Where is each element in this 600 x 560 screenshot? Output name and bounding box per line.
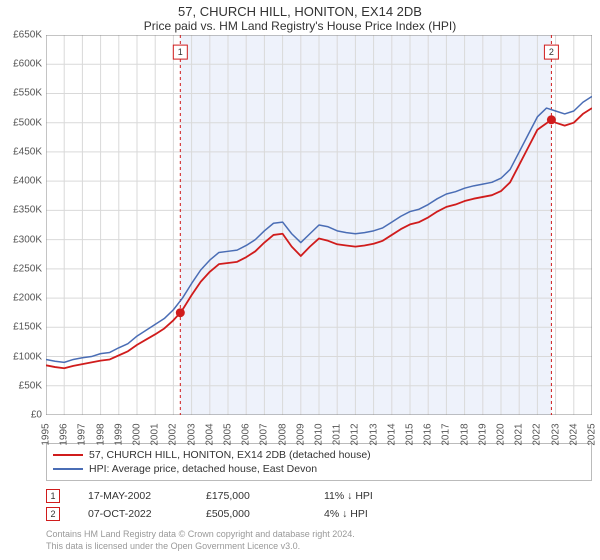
legend-item: HPI: Average price, detached house, East… [53, 462, 585, 476]
x-axis-label: 2023 [550, 423, 561, 445]
x-axis-label: 2025 [587, 423, 598, 445]
x-axis-label: 1999 [113, 423, 124, 445]
transaction-price: £505,000 [206, 508, 296, 520]
y-axis-label: £0 [31, 410, 46, 421]
x-axis-label: 2021 [514, 423, 525, 445]
transaction-delta: 4% ↓ HPI [324, 508, 414, 520]
legend-swatch [53, 468, 83, 470]
chart-container: 57, CHURCH HILL, HONITON, EX14 2DB Price… [0, 0, 600, 560]
x-axis-label: 1995 [41, 423, 52, 445]
y-axis-label: £150K [13, 322, 46, 333]
y-axis-label: £500K [13, 117, 46, 128]
x-axis-label: 1997 [77, 423, 88, 445]
y-axis-label: £600K [13, 59, 46, 70]
attribution-footer: Contains HM Land Registry data © Crown c… [46, 529, 592, 552]
x-axis-label: 2000 [132, 423, 143, 445]
x-axis-label: 1998 [95, 423, 106, 445]
x-axis-label: 2012 [350, 423, 361, 445]
x-axis-label: 2011 [332, 424, 343, 446]
footer-line-1: Contains HM Land Registry data © Crown c… [46, 529, 592, 541]
x-axis-label: 2019 [477, 423, 488, 445]
transaction-row: 2 07-OCT-2022 £505,000 4% ↓ HPI [46, 505, 592, 523]
x-axis-label: 2020 [496, 423, 507, 445]
x-axis-label: 2002 [168, 423, 179, 445]
x-axis-label: 2003 [186, 423, 197, 445]
legend-box: 57, CHURCH HILL, HONITON, EX14 2DB (deta… [46, 443, 592, 481]
x-axis-label: 2008 [277, 423, 288, 445]
y-axis-label: £550K [13, 88, 46, 99]
plot-area: 12 £0£50K£100K£150K£200K£250K£300K£350K£… [46, 35, 592, 415]
chart-title: 57, CHURCH HILL, HONITON, EX14 2DB [0, 0, 600, 19]
y-axis-label: £450K [13, 146, 46, 157]
y-axis-label: £400K [13, 176, 46, 187]
chart-subtitle: Price paid vs. HM Land Registry's House … [0, 19, 600, 35]
x-axis-label: 2024 [568, 423, 579, 445]
legend-item: 57, CHURCH HILL, HONITON, EX14 2DB (deta… [53, 448, 585, 462]
legend-label: HPI: Average price, detached house, East… [89, 463, 317, 475]
y-axis-label: £50K [19, 380, 46, 391]
transaction-price: £175,000 [206, 490, 296, 502]
x-axis-label: 2006 [241, 423, 252, 445]
transaction-badge: 2 [46, 507, 60, 521]
x-axis-label: 2014 [386, 423, 397, 445]
y-axis-label: £100K [13, 351, 46, 362]
legend-swatch [53, 454, 83, 456]
x-axis-label: 2018 [459, 423, 470, 445]
y-axis-label: £250K [13, 263, 46, 274]
transaction-row: 1 17-MAY-2002 £175,000 11% ↓ HPI [46, 487, 592, 505]
chart-svg: 12 [46, 35, 592, 415]
svg-text:2: 2 [549, 47, 554, 57]
transaction-delta: 11% ↓ HPI [324, 490, 414, 502]
x-axis-label: 2017 [441, 423, 452, 445]
y-axis-label: £650K [13, 30, 46, 41]
x-axis-label: 2015 [405, 423, 416, 445]
x-axis-label: 2009 [295, 423, 306, 445]
y-axis-label: £300K [13, 234, 46, 245]
x-axis-label: 2004 [204, 423, 215, 445]
transactions-block: 1 17-MAY-2002 £175,000 11% ↓ HPI 2 07-OCT-202… [46, 487, 592, 523]
x-axis-label: 1996 [59, 423, 70, 445]
x-axis-label: 2022 [532, 423, 543, 445]
svg-text:1: 1 [178, 47, 183, 57]
x-axis-label: 2016 [423, 423, 434, 445]
x-axis-label: 2010 [314, 423, 325, 445]
transaction-date: 07-OCT-2022 [88, 508, 178, 520]
transaction-badge: 1 [46, 489, 60, 503]
footer-line-2: This data is licensed under the Open Gov… [46, 541, 592, 553]
transaction-date: 17-MAY-2002 [88, 490, 178, 502]
legend-label: 57, CHURCH HILL, HONITON, EX14 2DB (deta… [89, 449, 371, 461]
x-axis-label: 2013 [368, 423, 379, 445]
x-axis-label: 2001 [150, 423, 161, 445]
y-axis-label: £350K [13, 205, 46, 216]
y-axis-label: £200K [13, 293, 46, 304]
x-axis-label: 2007 [259, 423, 270, 445]
x-axis-label: 2005 [223, 423, 234, 445]
